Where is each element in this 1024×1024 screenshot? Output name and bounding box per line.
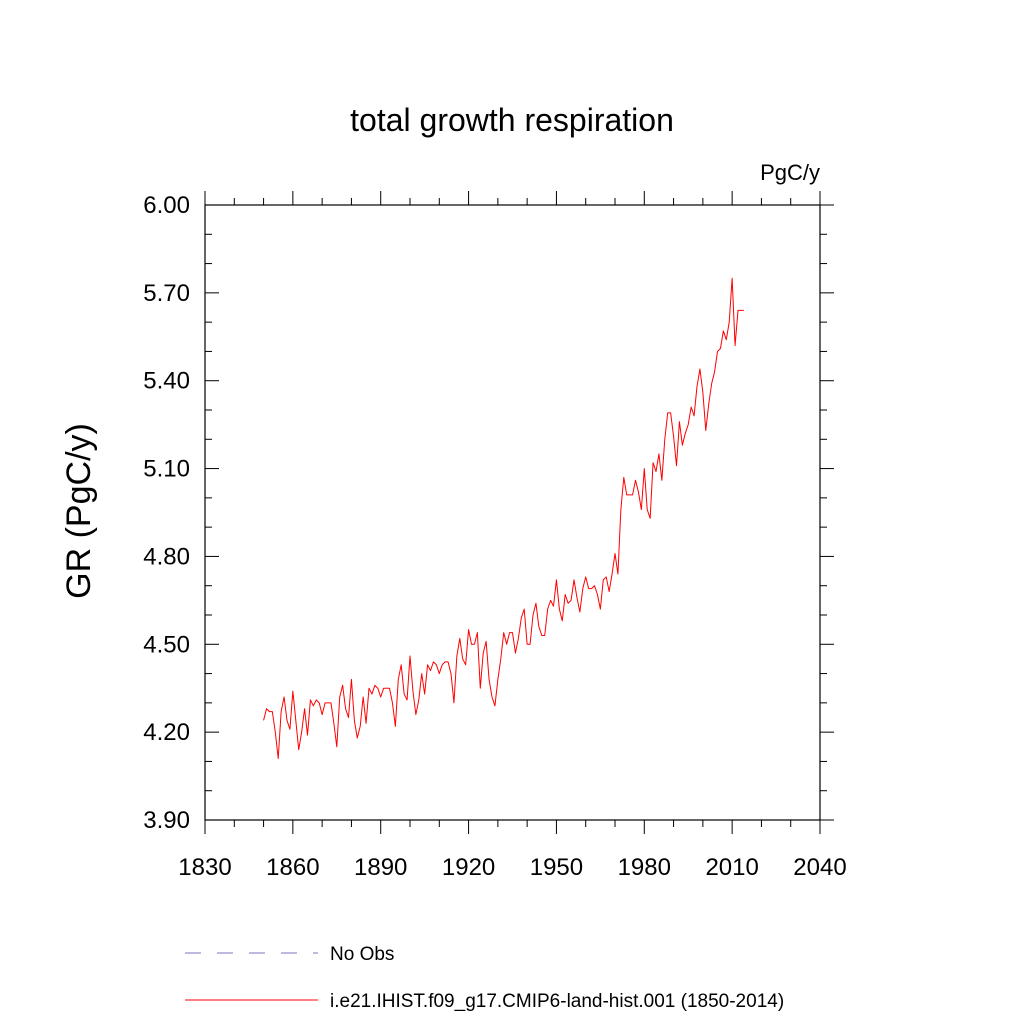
y-tick-label: 6.00 [143, 192, 190, 219]
legend-label-model: i.e21.IHIST.f09_g17.CMIP6-land-hist.001 … [330, 991, 784, 1012]
units-label: PgC/y [760, 160, 820, 185]
y-tick-label: 5.70 [143, 280, 190, 307]
x-tick-label: 1980 [618, 854, 671, 881]
x-tick-label: 2010 [705, 854, 758, 881]
y-tick-label: 5.40 [143, 368, 190, 395]
x-tick-label: 1860 [266, 854, 319, 881]
y-tick-label: 4.20 [143, 719, 190, 746]
series-layer [263, 277, 744, 759]
x-tick-label: 1830 [178, 854, 231, 881]
plot-frame [204, 204, 821, 821]
x-axis: 1830 1860 1890 1920 1950 1980 2010 2040 [178, 191, 847, 881]
chart-title: total growth respiration [350, 102, 674, 138]
x-tick-label: 2040 [793, 854, 846, 881]
x-tick-label: 1950 [530, 854, 583, 881]
x-tick-label: 1920 [442, 854, 495, 881]
series-line-1 [263, 277, 744, 759]
y-axis: 3.90 4.20 4.50 4.80 5.10 5.40 5.70 6.00 [143, 192, 834, 834]
y-tick-label: 4.50 [143, 631, 190, 658]
y-tick-label: 3.90 [143, 807, 190, 834]
y-tick-label: 5.10 [143, 456, 190, 483]
x-tick-label: 1890 [354, 854, 407, 881]
y-tick-label: 4.80 [143, 543, 190, 570]
y-axis-title: GR (PgC/y) [60, 423, 98, 599]
legend-label-no-obs: No Obs [330, 944, 394, 965]
legend: No Obs i.e21.IHIST.f09_g17.CMIP6-land-hi… [185, 944, 784, 1012]
